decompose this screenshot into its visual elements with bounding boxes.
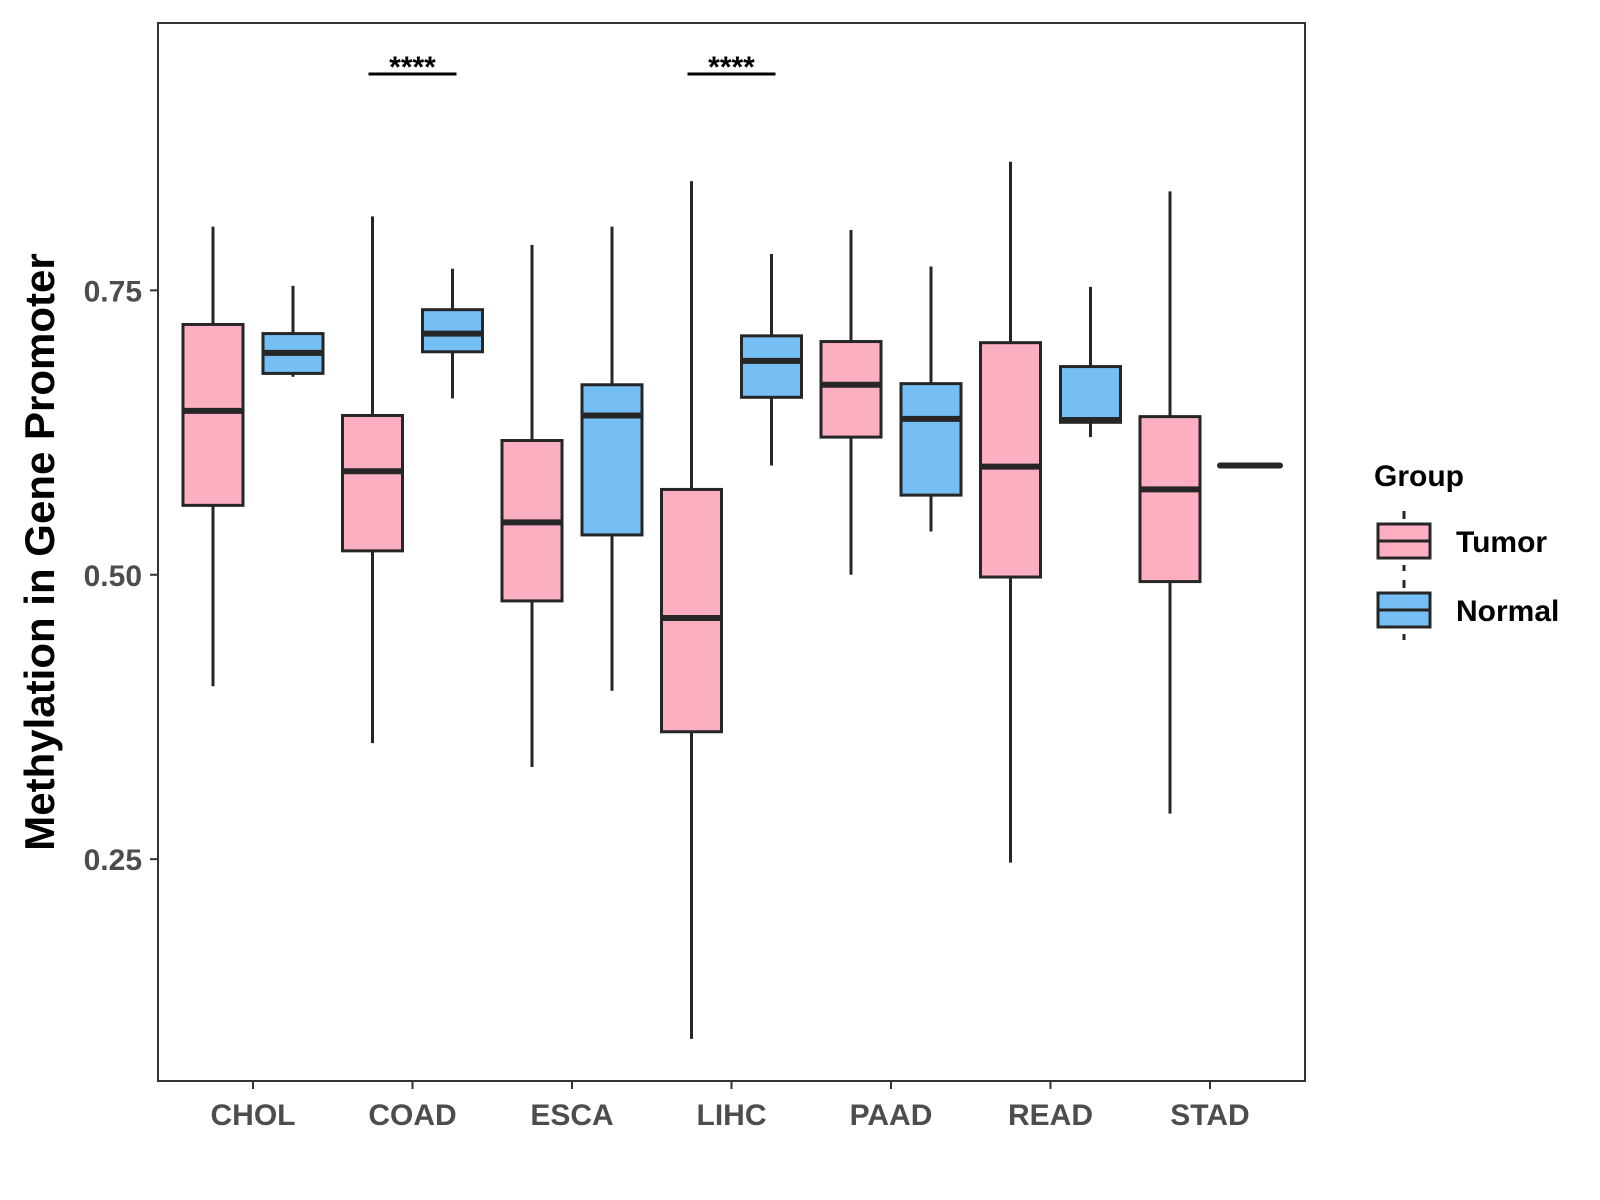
x-tick-label-stad: STAD <box>1170 1099 1249 1132</box>
box-tumor-read <box>979 161 1042 863</box>
significance-layer: **** **** <box>368 51 776 84</box>
box-iqr <box>979 341 1042 579</box>
box-iqr <box>181 322 245 507</box>
legend-label-normal: Normal <box>1456 595 1559 628</box>
box-normal-esca <box>580 226 644 691</box>
significance-label: **** <box>708 51 755 84</box>
box-tumor-chol <box>181 226 245 687</box>
legend: Group Tumor Normal <box>1374 460 1559 640</box>
legend-item-normal: Normal <box>1376 580 1559 640</box>
x-tick-label-esca: ESCA <box>530 1099 613 1132</box>
y-axis-title: Methylation in Gene Promoter <box>16 253 63 850</box>
boxes-layer <box>181 161 1283 1039</box>
box-normal-paad <box>899 266 963 532</box>
box-iqr <box>580 383 644 537</box>
legend-label-tumor: Tumor <box>1456 526 1547 559</box>
box-iqr <box>660 487 723 734</box>
box-iqr <box>341 413 404 553</box>
x-tick-label-chol: CHOL <box>211 1099 296 1132</box>
box-normal-chol <box>261 285 325 377</box>
legend-title: Group <box>1374 460 1464 493</box>
significance-label: **** <box>389 51 436 84</box>
plot-panel <box>157 22 1306 1082</box>
box-normal-read <box>1059 286 1122 438</box>
box-tumor-paad <box>819 230 883 575</box>
x-axis: CHOL COAD ESCA LIHC PAAD READ STAD <box>211 1081 1250 1132</box>
x-tick-label-coad: COAD <box>368 1099 456 1132</box>
box-tumor-stad <box>1138 191 1202 814</box>
x-tick-label-paad: PAAD <box>850 1099 933 1132</box>
y-tick-label: 0.75 <box>84 275 142 308</box>
box-iqr <box>819 340 883 439</box>
x-tick-label-read: READ <box>1008 1099 1093 1132</box>
y-tick-label: 0.50 <box>84 560 142 593</box>
box-iqr <box>899 382 963 497</box>
y-tick-label: 0.25 <box>84 844 142 877</box>
y-axis: 0.25 0.50 0.75 <box>84 275 158 877</box>
box-iqr <box>1059 365 1122 424</box>
box-iqr <box>1138 415 1202 584</box>
box-iqr <box>740 334 803 399</box>
box-normal-lihc <box>740 253 803 466</box>
x-tick-label-lihc: LIHC <box>697 1099 767 1132</box>
box-tumor-esca <box>500 244 564 768</box>
legend-item-tumor: Tumor <box>1376 511 1547 571</box>
box-normal-coad <box>421 268 484 399</box>
box-tumor-lihc <box>660 181 723 1039</box>
box-tumor-coad <box>341 216 404 744</box>
